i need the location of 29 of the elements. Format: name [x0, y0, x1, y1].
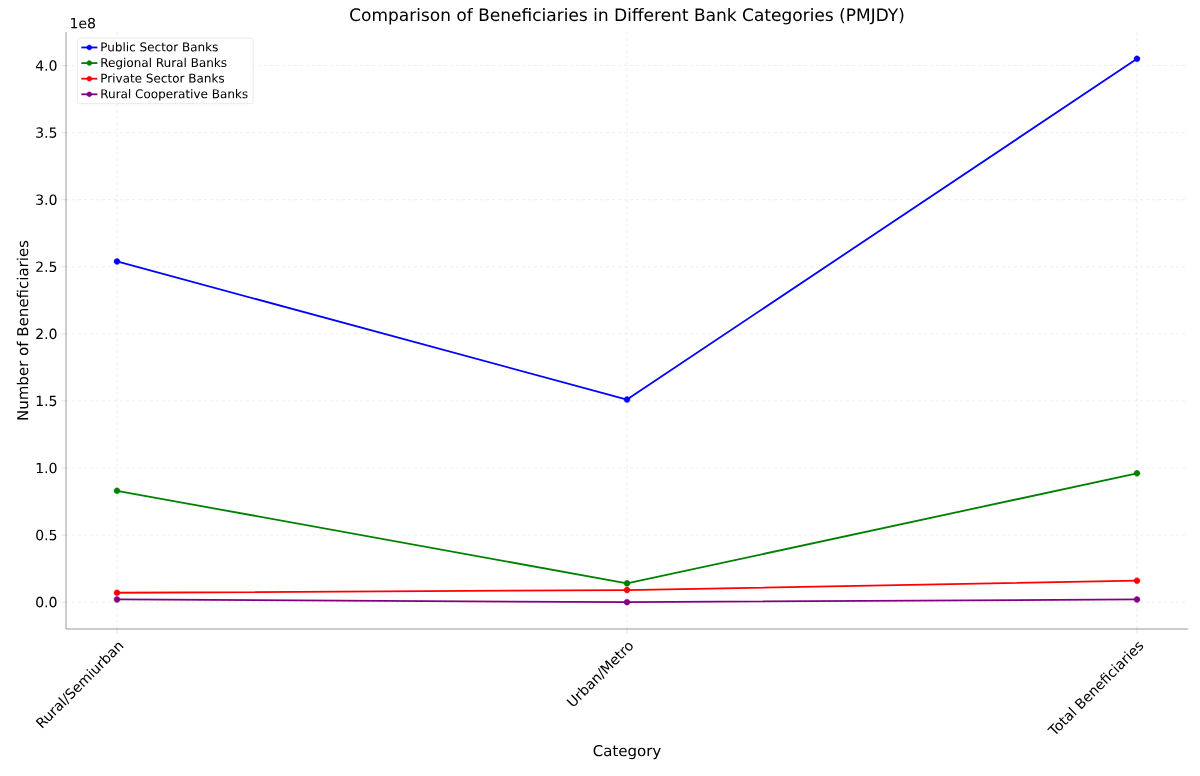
- y-tick-label: 1.5: [36, 395, 57, 407]
- point: [113, 487, 121, 495]
- y-tick-label: 4.0: [35, 60, 57, 71]
- x-axis-title: Category: [593, 744, 661, 760]
- text: 1e8: [71, 17, 96, 29]
- point: [1133, 55, 1141, 63]
- point: [623, 586, 631, 594]
- y-tick-label: 0.5: [36, 529, 57, 541]
- chart-title: Comparison of Beneficiaries in Different Bank Categories (PMJDY): [350, 8, 904, 25]
- legend-label: Regional Rural Banks: [101, 57, 227, 70]
- point: [113, 596, 121, 603]
- legend-label: Rural Cooperative Banks: [101, 89, 248, 101]
- point: [623, 396, 631, 403]
- y-tick-label: 3.5: [36, 127, 57, 138]
- point: [1133, 596, 1141, 603]
- y-tick-label: 2.5: [36, 261, 57, 273]
- y-tick-label: 2.0: [36, 328, 57, 340]
- point: [1133, 577, 1141, 584]
- point: [113, 258, 121, 265]
- point: [113, 589, 121, 596]
- y-tick-label: 1.0: [36, 462, 57, 474]
- legend-label: Private Sector Banks: [101, 73, 225, 83]
- point: [1133, 470, 1141, 477]
- point: [623, 598, 631, 606]
- y-tick-label: 3.0: [36, 194, 57, 205]
- legend-label: Public Sector Banks: [101, 42, 218, 52]
- y-axis-title: Number of Beneficiaries: [16, 240, 29, 420]
- point: [623, 580, 631, 587]
- y-tick-label: 0.0: [36, 596, 57, 608]
